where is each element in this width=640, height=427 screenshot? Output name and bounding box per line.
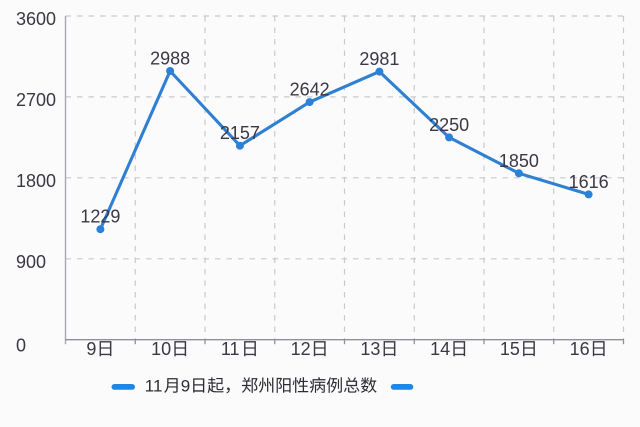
svg-text:16: 16 [570,339,590,359]
svg-text:1229: 1229 [80,207,120,227]
svg-text:2250: 2250 [429,115,469,135]
svg-text:2981: 2981 [359,49,399,69]
svg-text:3600: 3600 [16,9,56,29]
svg-text:2642: 2642 [290,80,330,100]
svg-text:9: 9 [86,339,96,359]
svg-text:9: 9 [181,377,190,396]
svg-text:15: 15 [500,339,520,359]
svg-text:10: 10 [151,339,171,359]
svg-text:1616: 1616 [569,172,609,192]
svg-text:1850: 1850 [499,151,539,171]
svg-text:11: 11 [145,377,163,396]
svg-text:2157: 2157 [220,123,260,143]
svg-text:13: 13 [360,339,380,359]
svg-text:2700: 2700 [16,90,56,110]
svg-text:11: 11 [221,339,240,359]
svg-text:900: 900 [16,252,46,272]
svg-text:0: 0 [16,335,26,355]
svg-text:14: 14 [430,339,450,359]
svg-text:2988: 2988 [150,49,190,69]
svg-text:12: 12 [291,339,311,359]
svg-text:1800: 1800 [16,171,56,191]
